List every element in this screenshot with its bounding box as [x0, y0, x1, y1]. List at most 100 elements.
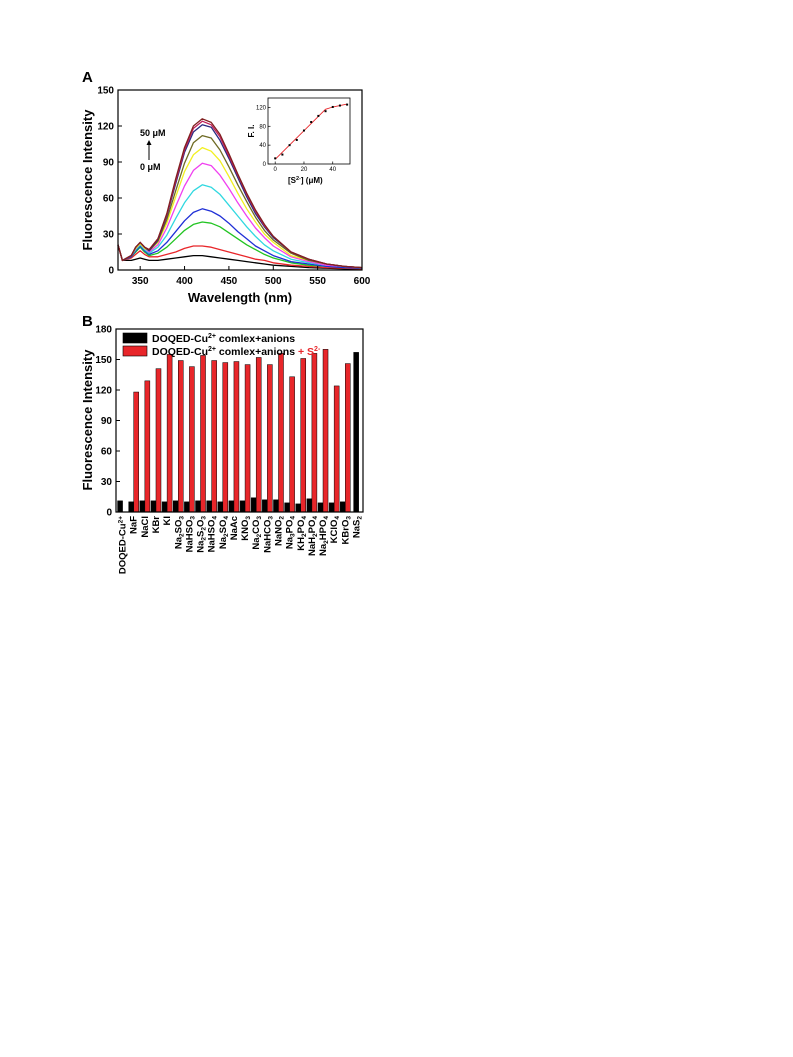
bar-black	[128, 501, 134, 513]
inset-fit-line	[274, 103, 348, 160]
spectrum-line-10	[117, 118, 363, 269]
spectrum-line-0	[117, 244, 363, 270]
bar-red	[311, 353, 318, 513]
bar-red	[255, 357, 262, 513]
category-label-part: 3	[256, 516, 263, 520]
category-label-part: 2	[223, 533, 230, 537]
inset-x-ticks: 0 20 40	[274, 161, 337, 173]
bar-red	[289, 376, 295, 513]
legend-1-part: DOQED-Cu	[152, 333, 208, 345]
category-label-part: KNO	[240, 520, 251, 541]
category-label-part: 4	[301, 516, 308, 520]
inset-data-point	[288, 144, 291, 147]
x-tick-label: 450	[221, 276, 238, 287]
legend-2-s2-sup: 2-	[314, 346, 321, 353]
category-label-part: 3	[290, 533, 297, 537]
inset-y-tick-label: 80	[259, 124, 266, 130]
category-label-part: CO	[251, 520, 262, 534]
bar-black	[273, 499, 279, 513]
category-label-part: 2	[323, 540, 330, 544]
inset-data-point	[281, 153, 284, 156]
bar-black	[328, 502, 335, 513]
category-label: KNO3	[240, 516, 252, 541]
inset-data-point	[324, 110, 327, 113]
bar-black	[228, 500, 235, 513]
category-label-part: 4	[323, 516, 330, 520]
bar-red	[178, 360, 184, 513]
inset-data-point	[310, 121, 313, 124]
category-label: NaHSO4	[207, 516, 219, 553]
category-label-part: S	[196, 531, 207, 537]
category-label: NaAc	[229, 516, 240, 540]
category-label: Na3PO4	[285, 516, 297, 550]
inset-data-point	[346, 103, 349, 106]
panel-a-inset: 0 20 40 0 40 80 120 F. I. [S2-] (μM)	[247, 97, 351, 185]
inset-x-axis-title: [S2-] (μM)	[288, 176, 323, 185]
inset-data-point	[302, 129, 305, 132]
y-tick-label: 60	[101, 447, 113, 458]
category-label: NaF	[129, 516, 140, 534]
legend-entry-1: DOQED-Cu2+ comlex+anions	[152, 333, 295, 345]
inset-xlabel-part: [S	[288, 176, 297, 185]
y-tick-label: 0	[108, 266, 114, 277]
bar-red	[345, 363, 351, 513]
arrow-head-icon	[146, 140, 152, 145]
bar-black	[184, 501, 190, 513]
bar-red	[144, 380, 151, 513]
inset-data-point	[317, 114, 320, 117]
category-label: NaNO2	[274, 516, 286, 546]
inset-xlabel-part: ] (μM)	[301, 176, 323, 185]
category-label: KBr	[151, 516, 162, 534]
bar-red	[333, 385, 340, 513]
x-tick-label: 550	[309, 276, 326, 287]
panel-b-y-ticks: 0 30 60 90 120 150 180	[95, 325, 120, 519]
bar-black	[306, 498, 313, 513]
panel-a-plot-area	[117, 118, 363, 270]
category-label: Na2CO3	[251, 516, 263, 550]
bar-black	[195, 500, 201, 513]
y-tick-label: 120	[97, 122, 114, 133]
annotation-0uM: 0 μM	[140, 162, 161, 172]
legend-2-sup: 2+	[208, 346, 216, 353]
category-label: Na2SO4	[218, 516, 230, 550]
inset-x-tick-label: 20	[301, 167, 308, 173]
inset-x-tick-label: 40	[329, 167, 336, 173]
inset-data-point	[295, 138, 298, 141]
bar-red	[233, 361, 240, 513]
category-label-part: 3	[267, 516, 274, 520]
inset-data-point	[338, 104, 341, 107]
inset-plot-area	[274, 103, 349, 160]
spectrum-line-1	[117, 244, 363, 270]
legend-1-sup: 2+	[208, 333, 216, 340]
bar-black	[284, 502, 290, 513]
legend-2-part: DOQED-Cu	[152, 346, 208, 358]
panel-a-frame	[117, 89, 363, 271]
bar-black	[172, 500, 179, 513]
spectrum-line-3	[117, 208, 363, 269]
category-label-part: 2	[201, 527, 208, 531]
category-label-part: NaHSO	[184, 520, 195, 553]
bar-black	[150, 500, 157, 513]
category-label-part: DOQED-Cu	[118, 523, 129, 574]
bar-red	[189, 366, 195, 513]
category-label: NaCl	[140, 516, 151, 538]
spectrum-line-6	[117, 146, 363, 269]
category-label-part: 3	[201, 516, 208, 520]
category-label: NaH2PO4	[307, 516, 319, 556]
category-label-part: KClO	[329, 520, 340, 544]
inset-x-tick-label: 0	[274, 167, 278, 173]
category-label-part: Na	[251, 537, 262, 550]
category-label-part: KBr	[151, 516, 162, 534]
bar-red	[166, 354, 173, 513]
category-label-part: NaAc	[229, 516, 240, 540]
category-label: NaHSO3	[184, 516, 196, 553]
bar-red	[278, 353, 284, 513]
y-tick-label: 0	[106, 508, 112, 519]
category-label: Na2HPO4	[318, 516, 330, 556]
panel-a-x-ticks: 350 400 450 500 550 600	[132, 266, 371, 287]
inset-data-point	[331, 105, 334, 108]
category-label-part: Na	[218, 536, 229, 549]
category-label-part: NaS	[351, 520, 362, 538]
legend-1-part: comlex+anions	[216, 333, 295, 345]
